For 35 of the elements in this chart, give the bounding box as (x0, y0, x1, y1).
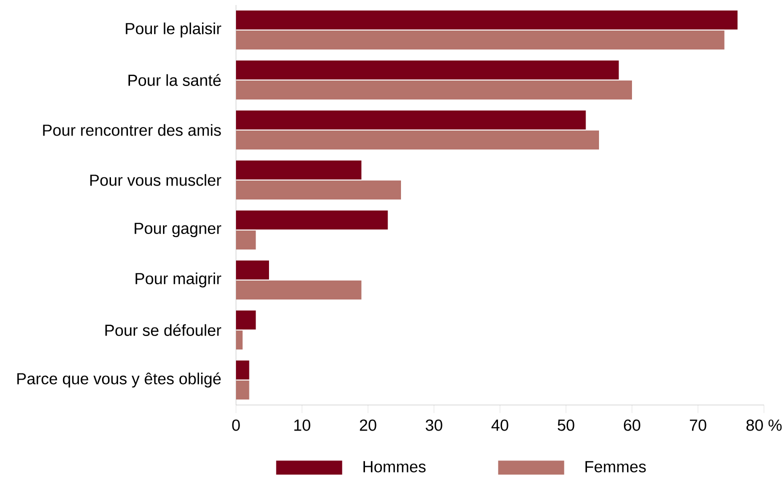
bar (236, 60, 619, 80)
bar (236, 380, 250, 400)
x-tick-label: 20 (360, 420, 376, 431)
y-tick-label: Pour la santé (128, 74, 221, 86)
bar (236, 280, 362, 300)
y-tick-label: Parce que vous y êtes obligé (17, 372, 221, 388)
bar (236, 310, 256, 330)
bar (236, 330, 243, 350)
x-tick-label: 10 (294, 420, 310, 431)
bar (236, 10, 738, 30)
y-tick-label: Pour se défouler (105, 324, 222, 336)
legend-label: Hommes (363, 461, 426, 472)
x-tick-label: 50 (558, 420, 574, 431)
bar (236, 110, 586, 130)
x-tick-label: 30 (426, 420, 442, 431)
x-tick-label: 60 (624, 420, 640, 431)
bar (236, 130, 599, 150)
bar (236, 180, 401, 200)
bar (236, 210, 388, 230)
y-tick-label: Pour maigrir (136, 272, 222, 288)
bar (236, 260, 270, 280)
bar (236, 230, 256, 250)
bar (236, 30, 724, 50)
y-tick-label: Pour gagner (134, 222, 222, 238)
bar (236, 160, 362, 180)
bar (236, 80, 632, 100)
x-tick-label: 40 (491, 420, 508, 431)
legend-label: Femmes (585, 461, 646, 472)
y-tick-label: Pour rencontrer des amis (43, 124, 221, 136)
x-tick-label: 70 (690, 420, 706, 431)
x-tick-label: 80 % (746, 420, 782, 431)
y-tick-label: Pour vous muscler (90, 174, 222, 186)
x-tick-label: 0 (232, 420, 240, 431)
y-tick-label: Pour le plaisir (126, 22, 222, 38)
bar (236, 360, 250, 380)
